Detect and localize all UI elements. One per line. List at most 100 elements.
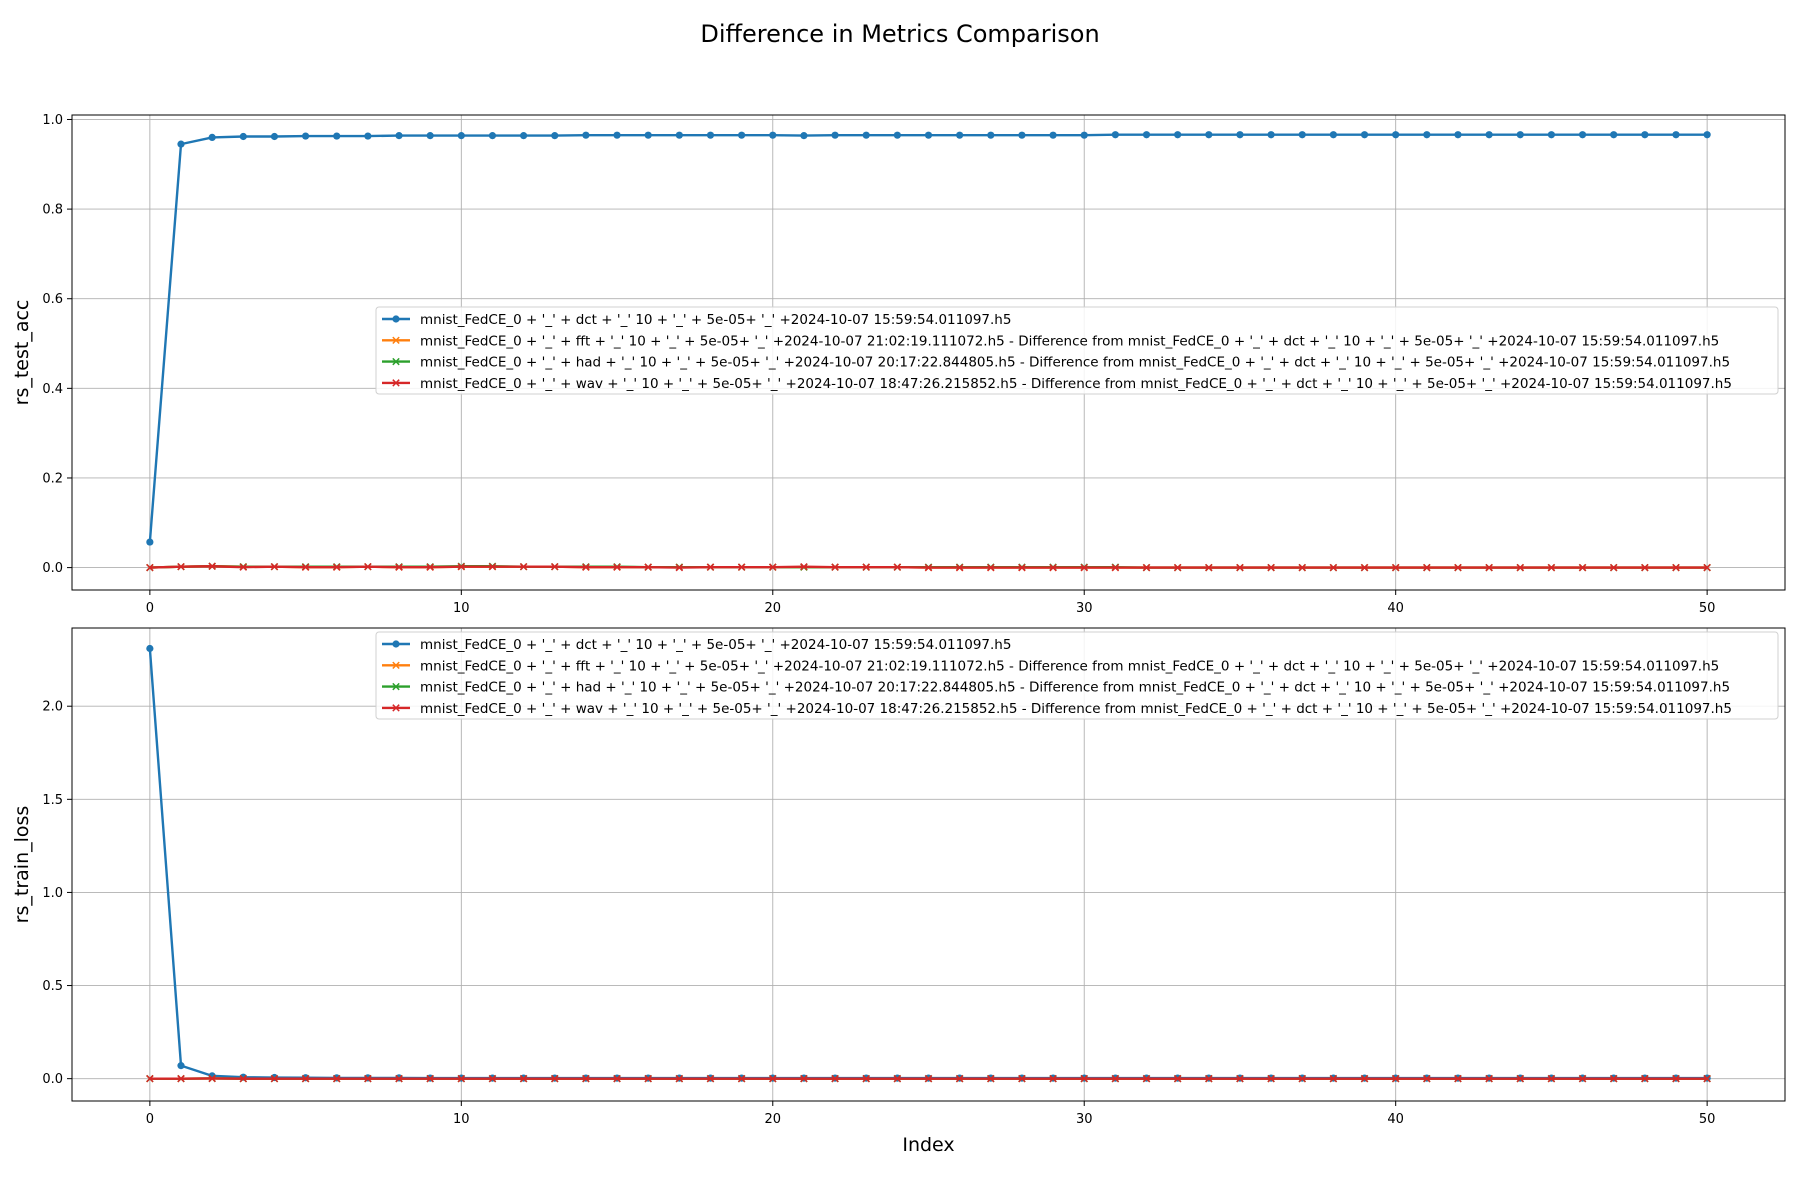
y-tick-label: 0.2 — [42, 471, 63, 486]
y-tick-label: 0.4 — [42, 382, 63, 397]
data-point — [862, 1074, 870, 1083]
data-point — [457, 562, 466, 571]
data-point — [1392, 131, 1400, 139]
x-tick: 30 — [1076, 590, 1093, 616]
data-point — [519, 562, 528, 571]
data-point — [1703, 563, 1711, 572]
data-point — [1360, 131, 1369, 139]
data-point — [1049, 563, 1057, 572]
data-point — [1516, 131, 1524, 139]
data-point — [1298, 1074, 1306, 1083]
data-point — [551, 1074, 559, 1083]
x-tick-label: 30 — [1076, 601, 1093, 616]
data-point — [270, 132, 279, 141]
data-point — [519, 1074, 528, 1083]
data-point — [177, 1062, 185, 1070]
data-point — [1610, 131, 1618, 139]
subplot-test-acc: 0 10 20 30 40 50 0.0 0.2 0.4 0.6 0.8 1.0 rs_test_acc… — [11, 113, 1786, 616]
data-point — [1423, 131, 1431, 139]
data-point — [675, 131, 683, 139]
data-point — [831, 1074, 839, 1083]
data-point — [426, 132, 434, 140]
data-point — [955, 1074, 964, 1083]
x-tick-label: 10 — [453, 1112, 470, 1127]
legend-entry: mnist_FedCE_0 + '_' + fft + '_' 10 + '_'… — [382, 333, 1719, 349]
data-point — [1080, 131, 1088, 139]
data-point — [1080, 563, 1088, 572]
data-point — [1485, 1074, 1493, 1083]
x-axis-label: Index — [902, 1134, 954, 1156]
data-point — [1391, 563, 1400, 572]
x-tick-label: 50 — [1699, 601, 1716, 616]
data-point — [1360, 563, 1369, 572]
y-tick-label: 0.0 — [42, 561, 63, 576]
x-tick-label: 40 — [1387, 1112, 1404, 1127]
y-tick: 1.0 — [42, 113, 72, 128]
x-tick: 10 — [453, 590, 470, 616]
data-point — [738, 131, 746, 139]
data-point — [1236, 131, 1244, 139]
series-3 — [146, 1074, 1711, 1083]
data-point — [1049, 131, 1057, 139]
data-point — [1641, 131, 1649, 139]
data-point — [301, 563, 310, 571]
data-point — [644, 131, 652, 139]
data-point — [1485, 563, 1493, 572]
data-point — [551, 562, 559, 571]
axes-frame — [71, 627, 1786, 1102]
data-point — [1205, 131, 1213, 139]
x-tick: 30 — [1076, 1101, 1093, 1127]
y-tick: 0.0 — [42, 561, 72, 576]
data-point — [239, 132, 247, 141]
subplot-train-loss: 0 10 20 30 40 50 0.0 0.5 1.0 1.5 2.0 rs_train_loss I… — [11, 627, 1786, 1156]
data-point — [333, 563, 341, 571]
data-point — [644, 563, 652, 571]
data-point — [239, 1074, 248, 1083]
data-point — [395, 1074, 403, 1083]
x-tick: 50 — [1699, 1101, 1715, 1127]
data-point — [1547, 1074, 1556, 1083]
y-tick-label: 2.0 — [42, 700, 63, 715]
data-point — [1609, 1074, 1618, 1083]
data-point — [955, 563, 964, 572]
data-point — [488, 132, 497, 140]
legend-label: mnist_FedCE_0 + '_' + wav + '_' 10 + '_'… — [420, 376, 1732, 392]
data-point — [1329, 563, 1338, 572]
data-point — [1236, 1074, 1244, 1083]
y-tick-label: 0.8 — [42, 203, 63, 218]
data-point — [208, 1074, 216, 1083]
x-tick-label: 10 — [453, 601, 470, 616]
data-point — [208, 133, 216, 142]
data-point — [1703, 131, 1711, 139]
data-point — [1080, 1074, 1088, 1083]
data-point — [769, 1074, 777, 1083]
legend-label: mnist_FedCE_0 + '_' + wav + '_' 10 + '_'… — [420, 701, 1732, 717]
data-point — [956, 131, 964, 139]
legend-label: mnist_FedCE_0 + '_' + fft + '_' 10 + '_'… — [420, 333, 1719, 349]
data-point — [613, 1074, 621, 1083]
data-point — [333, 1074, 341, 1083]
data-point — [301, 1074, 310, 1083]
x-tick-label: 0 — [146, 1112, 154, 1127]
axes-frame — [71, 114, 1786, 591]
series-0 — [146, 131, 1711, 546]
x-tick: 20 — [764, 1101, 781, 1127]
data-point — [582, 131, 590, 139]
data-point — [1018, 563, 1026, 572]
data-point — [426, 563, 434, 571]
data-point — [1111, 131, 1119, 139]
legend-entry: mnist_FedCE_0 + '_' + had + '_' 10 + '_'… — [382, 355, 1730, 371]
data-point — [1516, 563, 1524, 572]
x-tick: 40 — [1387, 590, 1404, 616]
data-point — [582, 1074, 590, 1083]
x-tick-label: 20 — [764, 1112, 781, 1127]
data-point — [333, 132, 341, 140]
chart-title: Difference in Metrics Comparison — [700, 20, 1099, 48]
data-point — [364, 1074, 372, 1083]
data-point — [737, 1074, 746, 1083]
x-tick: 10 — [453, 1101, 470, 1127]
data-point — [1174, 131, 1182, 139]
data-point — [1329, 1074, 1338, 1083]
legend-entry: mnist_FedCE_0 + '_' + dct + '_' 10 + '_'… — [382, 312, 1011, 328]
